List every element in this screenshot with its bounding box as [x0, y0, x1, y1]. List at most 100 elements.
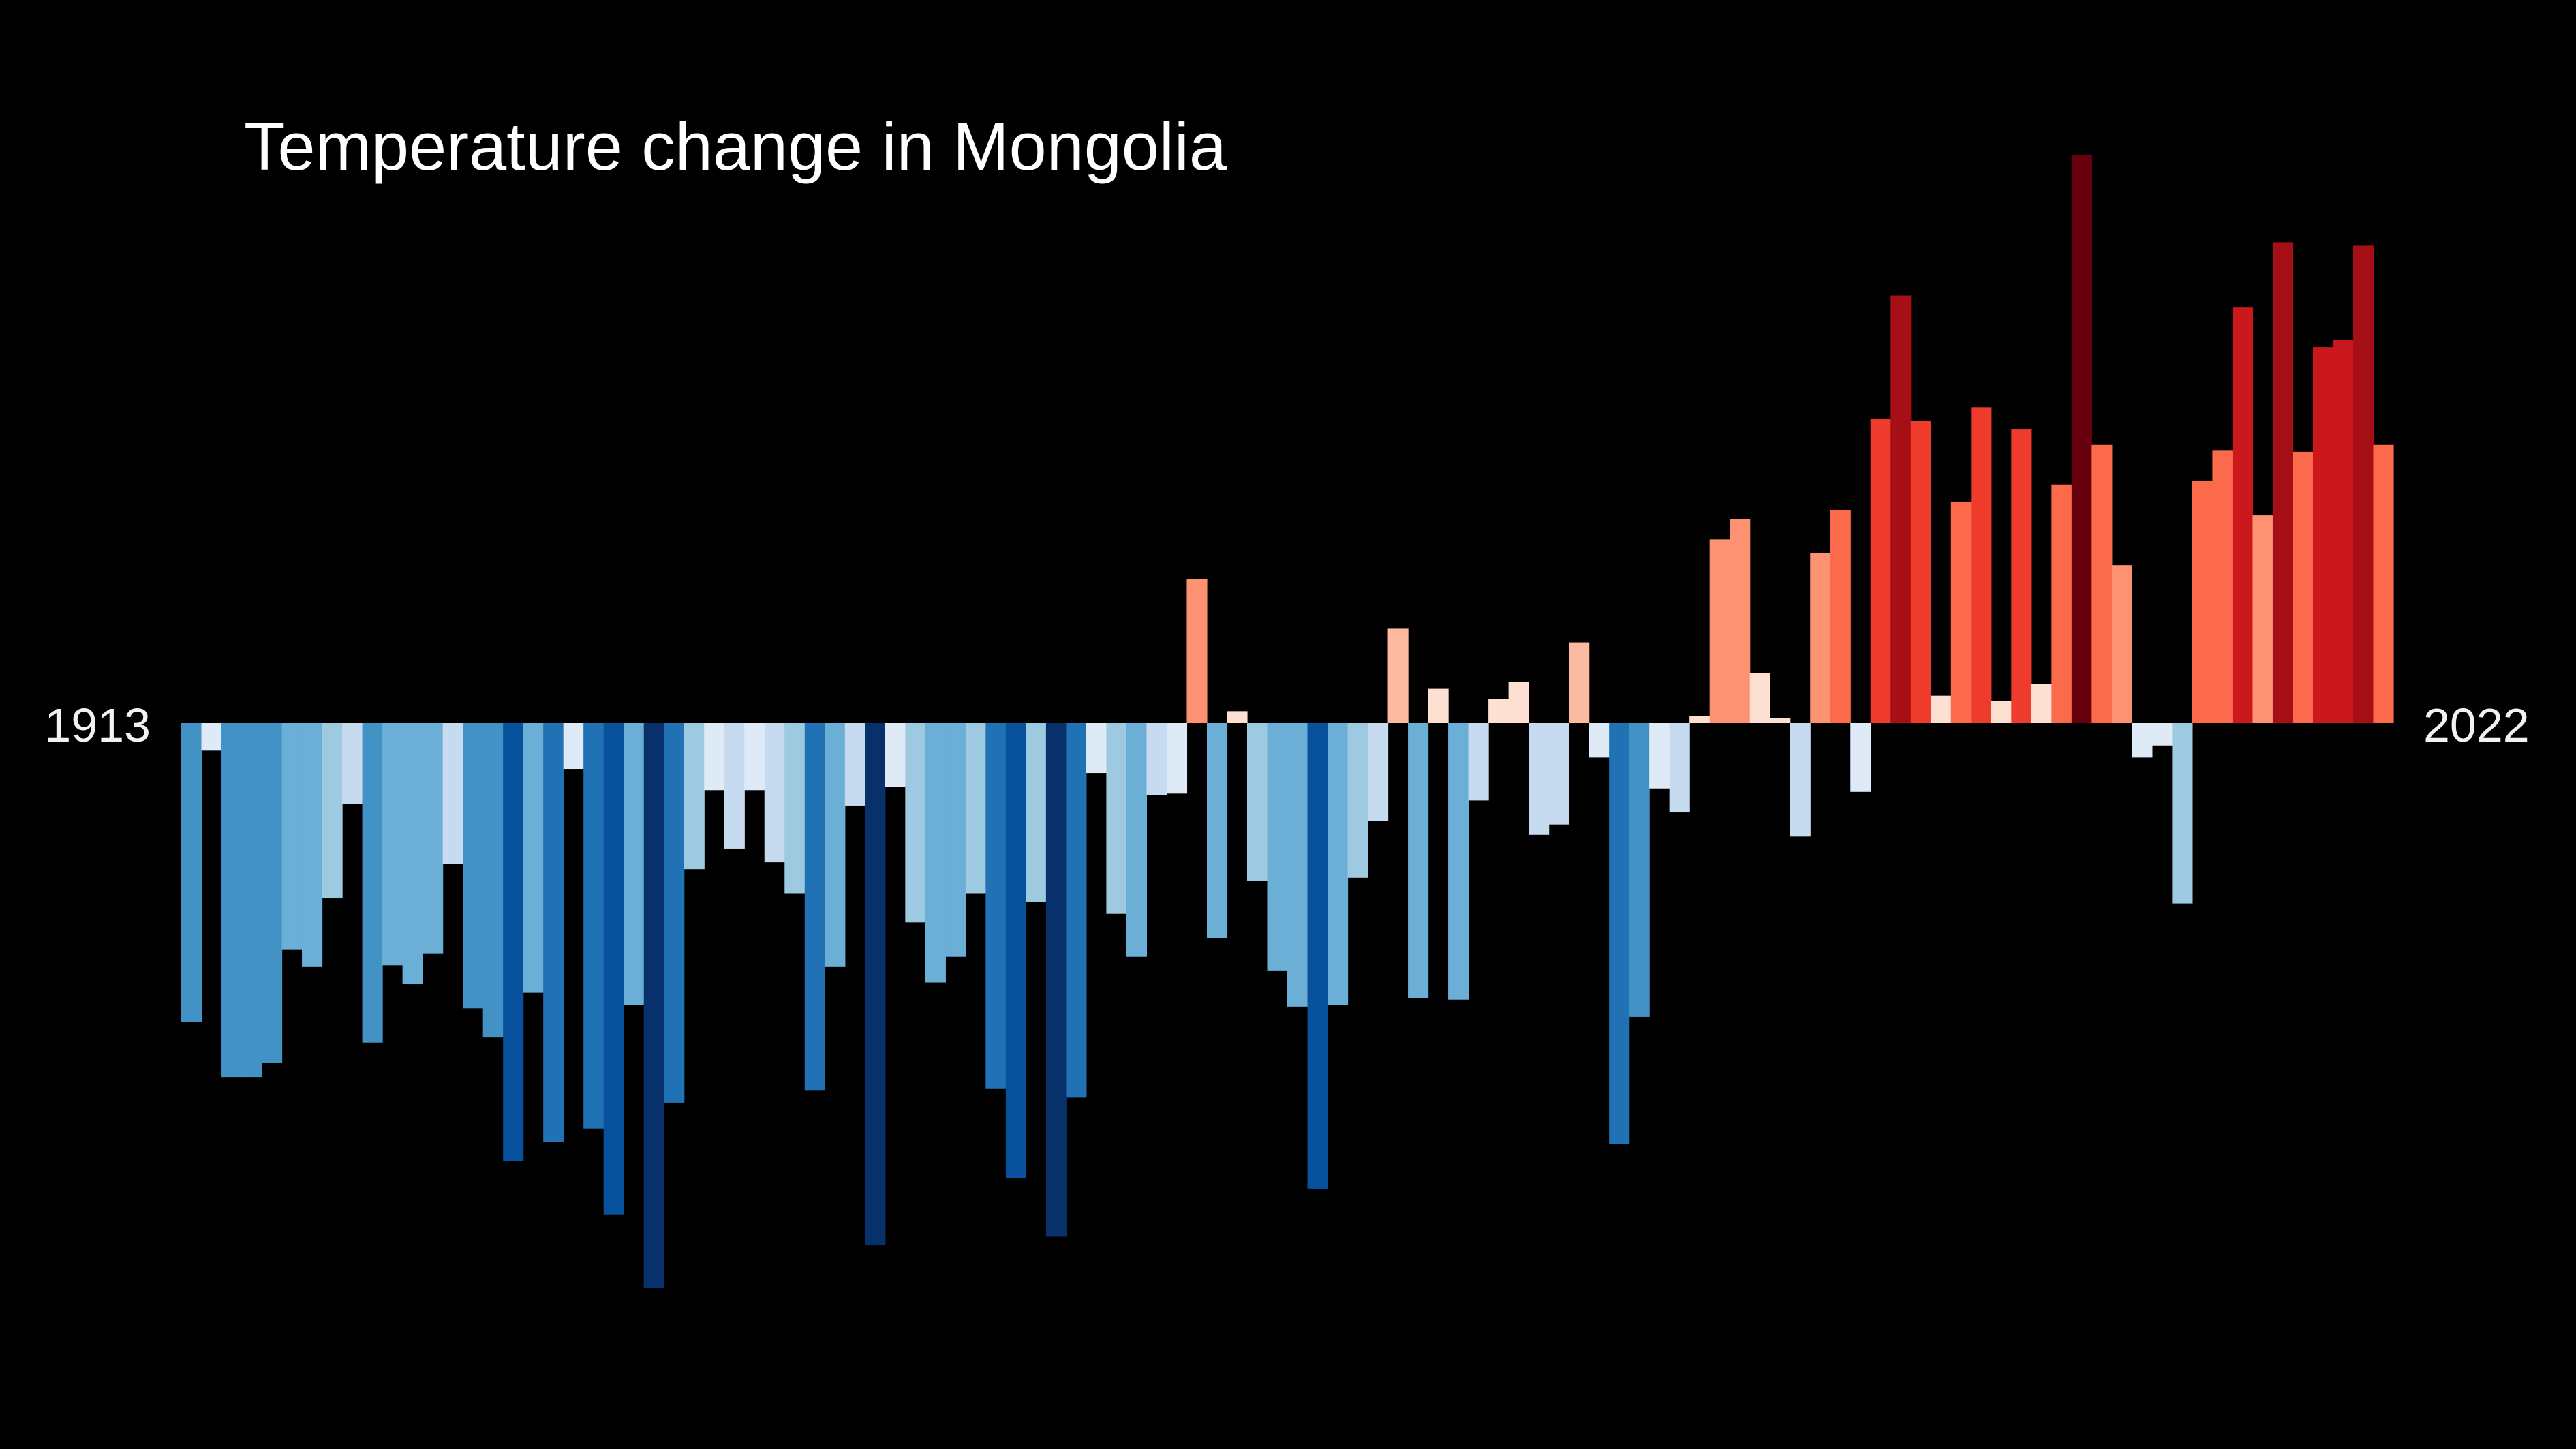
bar-1943: [784, 723, 806, 894]
bar-1987: [1669, 723, 1690, 813]
bar-2012: [2172, 723, 2193, 904]
bar-1949: [905, 723, 926, 923]
bar-1921: [342, 723, 363, 804]
bar-1991: [1749, 673, 1770, 723]
bar-1992: [1770, 718, 1791, 723]
bar-1950: [925, 723, 946, 983]
bar-1965: [1227, 711, 1248, 723]
chart-title: Temperature change in Mongolia: [244, 108, 1227, 184]
bar-1951: [945, 723, 966, 957]
bar-1916: [241, 723, 262, 1078]
bar-2000: [1931, 695, 1952, 723]
bar-1953: [985, 723, 1007, 1089]
bar-1964: [1206, 723, 1228, 938]
bar-2004: [2011, 429, 2032, 723]
bar-2019: [2312, 347, 2334, 723]
bar-1971: [1347, 723, 1368, 878]
bar-1981: [1548, 723, 1569, 825]
bar-1995: [1830, 510, 1851, 723]
bar-2009: [2111, 565, 2132, 723]
bar-1919: [302, 723, 323, 967]
bar-1988: [1689, 716, 1711, 723]
bar-1945: [825, 723, 846, 967]
bar-1942: [764, 723, 785, 863]
bar-1932: [563, 723, 584, 770]
bar-2006: [2051, 484, 2072, 723]
bar-1986: [1649, 723, 1670, 789]
bar-1960: [1126, 723, 1148, 957]
bar-1955: [1026, 723, 1047, 902]
bar-1969: [1307, 723, 1328, 1189]
bar-1957: [1066, 723, 1087, 1098]
bar-1975: [1428, 688, 1449, 723]
bar-1968: [1287, 723, 1308, 1007]
bar-1974: [1408, 723, 1429, 998]
bar-1994: [1810, 553, 1831, 723]
bar-1989: [1709, 539, 1730, 723]
bar-2011: [2151, 723, 2173, 746]
bar-1982: [1569, 642, 1590, 723]
bar-1946: [844, 723, 865, 806]
bar-1970: [1328, 723, 1349, 1005]
bar-1923: [382, 723, 403, 966]
bar-1920: [322, 723, 343, 899]
bar-2016: [2252, 515, 2273, 723]
end-year-label: 2022: [2423, 699, 2530, 752]
bar-2007: [2071, 154, 2092, 723]
bar-1984: [1609, 723, 1630, 1144]
bar-1924: [402, 723, 423, 985]
bar-1922: [362, 723, 383, 1043]
bar-2002: [1971, 407, 1992, 723]
bar-series: [181, 154, 2394, 1289]
bar-1961: [1146, 723, 1167, 795]
bar-1967: [1267, 723, 1288, 971]
bar-1979: [1508, 682, 1529, 723]
bar-2015: [2232, 307, 2254, 723]
bar-1990: [1730, 519, 1751, 723]
bar-1915: [221, 723, 243, 1078]
bar-1983: [1589, 723, 1610, 758]
bar-1930: [523, 723, 544, 993]
bar-2003: [1991, 701, 2012, 723]
bar-2020: [2333, 340, 2354, 723]
bar-2001: [1950, 501, 1972, 723]
bar-1959: [1106, 723, 1127, 914]
bar-2013: [2192, 481, 2213, 723]
bar-1998: [1890, 295, 1912, 723]
bar-1927: [463, 723, 484, 1009]
bar-1962: [1166, 723, 1188, 794]
bar-1935: [624, 723, 645, 1005]
bar-2022: [2373, 444, 2394, 723]
bar-1972: [1368, 723, 1389, 821]
bar-2021: [2352, 245, 2374, 723]
bar-1947: [865, 723, 886, 1246]
bar-1934: [603, 723, 624, 1215]
bar-1940: [724, 723, 745, 849]
bar-1914: [201, 723, 222, 751]
bar-1936: [643, 723, 664, 1289]
bar-1928: [482, 723, 504, 1038]
bar-1980: [1529, 723, 1550, 835]
bar-2018: [2293, 451, 2314, 723]
bar-1913: [181, 723, 202, 1022]
bar-1925: [423, 723, 444, 954]
bar-1931: [543, 723, 564, 1142]
bar-1966: [1246, 723, 1268, 881]
bar-1996: [1850, 723, 1871, 792]
bar-2017: [2272, 242, 2294, 723]
bar-1944: [804, 723, 825, 1091]
bar-1933: [583, 723, 604, 1129]
bar-1917: [262, 723, 283, 1063]
bar-1939: [704, 723, 725, 791]
bar-1978: [1488, 699, 1509, 723]
bar-1952: [965, 723, 986, 894]
bar-1948: [885, 723, 906, 787]
bar-1938: [684, 723, 705, 870]
bar-2005: [2031, 684, 2052, 723]
bar-1976: [1448, 723, 1469, 1000]
bar-2010: [2132, 723, 2153, 758]
bar-1937: [664, 723, 685, 1103]
bar-1929: [503, 723, 524, 1161]
bar-2014: [2212, 450, 2233, 723]
bar-1977: [1468, 723, 1489, 801]
